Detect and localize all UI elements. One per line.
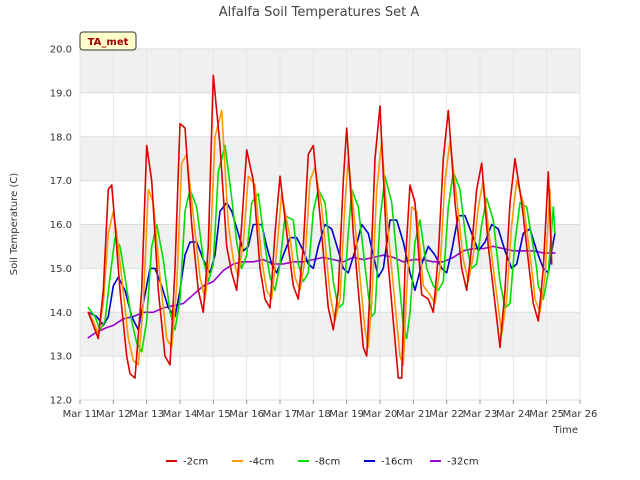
y-tick-label: 17.0 xyxy=(50,176,72,187)
x-tick-label: Mar 16 xyxy=(229,409,264,420)
series-line-minus-2cm xyxy=(87,74,553,379)
x-tick-label: Mar 17 xyxy=(263,409,298,420)
x-tick-label: Mar 20 xyxy=(363,409,398,420)
series-line-minus-32cm xyxy=(87,245,556,339)
station-badge: TA_met xyxy=(79,31,137,51)
y-tick-label: 16.0 xyxy=(50,220,72,231)
y-tick-label: 14.0 xyxy=(50,308,72,319)
series-line-minus-4cm xyxy=(87,109,553,366)
chart-title: Alfalfa Soil Temperatures Set A xyxy=(219,5,420,20)
x-tick-label: Mar 23 xyxy=(463,409,498,420)
y-tick-label: 15.0 xyxy=(50,264,72,275)
x-tick-label: Mar 13 xyxy=(129,409,164,420)
series-line-minus-8cm xyxy=(87,144,556,353)
y-tick-label: 18.0 xyxy=(50,132,72,143)
legend-label: -8cm xyxy=(315,457,340,468)
y-axis-label: Soil Temperature (C) xyxy=(9,173,20,276)
legend-label: -2cm xyxy=(183,457,208,468)
y-tick-label: 12.0 xyxy=(50,396,72,407)
x-tick-label: Mar 14 xyxy=(163,409,198,420)
legend-label: -16cm xyxy=(381,457,413,468)
x-tick-label: Mar 12 xyxy=(96,409,131,420)
station-badge-label: TA_met xyxy=(88,37,129,48)
x-tick-label: Mar 26 xyxy=(563,409,598,420)
plot-band xyxy=(80,136,580,181)
x-tick-label: Mar 24 xyxy=(496,409,531,420)
x-tick-label: Mar 18 xyxy=(296,409,331,420)
legend-label: -32cm xyxy=(447,457,479,468)
x-tick-label: Mar 11 xyxy=(63,409,98,420)
x-tick-label: Mar 25 xyxy=(529,409,564,420)
y-axis-ticks: 12.0 13.0 14.0 15.0 16.0 17.0 18.0 19.0 20.0 xyxy=(50,45,72,407)
legend-label: -4cm xyxy=(249,457,274,468)
y-tick-label: 20.0 xyxy=(50,45,72,56)
legend: -2cm -4cm -8cm -16cm -32cm xyxy=(166,457,479,468)
series-group xyxy=(87,74,556,379)
plot-band xyxy=(80,49,580,93)
y-tick-label: 13.0 xyxy=(50,352,72,363)
station-badge-box xyxy=(79,31,137,51)
x-tick-label: Mar 22 xyxy=(429,409,464,420)
x-axis-label: Time xyxy=(553,425,578,436)
x-tick-label: Mar 21 xyxy=(396,409,431,420)
x-tick-label: Mar 19 xyxy=(329,409,364,420)
y-tick-label: 19.0 xyxy=(50,88,72,99)
x-tick-label: Mar 15 xyxy=(196,409,231,420)
